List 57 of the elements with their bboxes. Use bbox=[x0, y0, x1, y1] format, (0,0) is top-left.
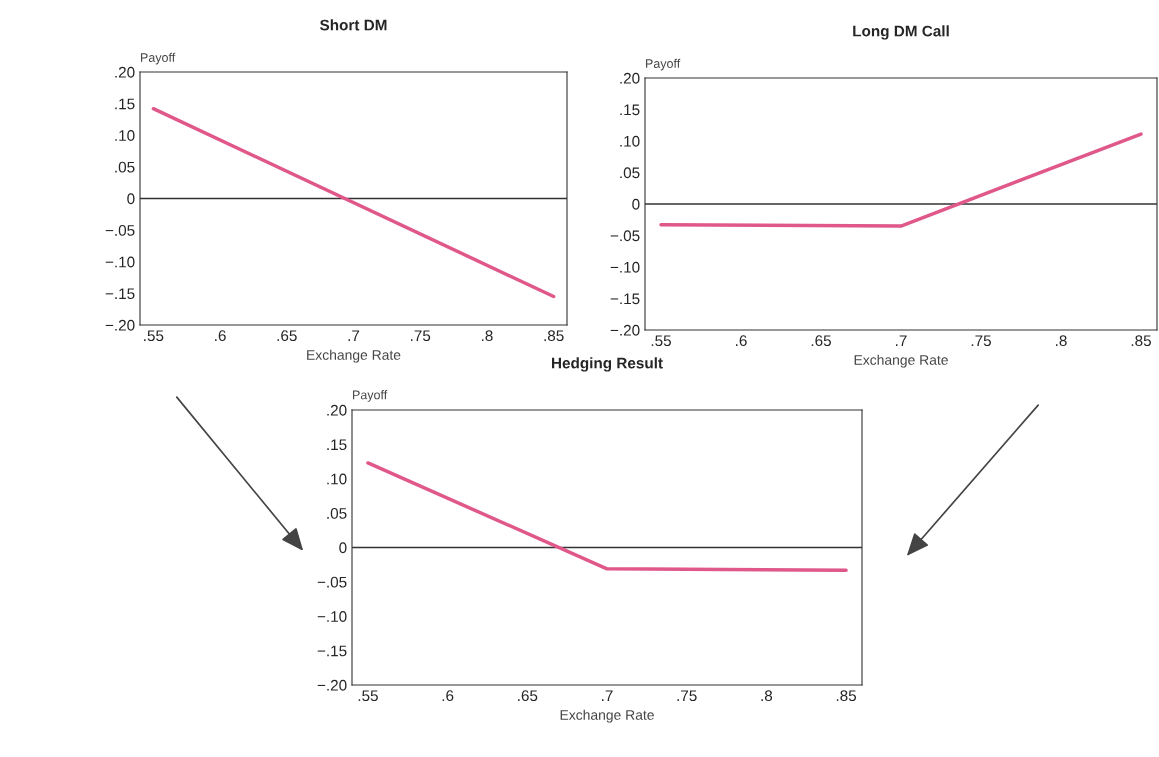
y-tick-label: .20 bbox=[327, 404, 347, 416]
x-axis-title: Exchange Rate bbox=[307, 349, 401, 363]
y-tick-label: −.10 bbox=[610, 261, 640, 273]
x-tick-label: .55 bbox=[358, 690, 378, 702]
x-tick-label: .7 bbox=[348, 330, 360, 341]
y-tick-label: −.15 bbox=[105, 288, 135, 300]
x-tick-label: .6 bbox=[442, 690, 454, 702]
y-tick-label: .05 bbox=[327, 507, 347, 519]
x-tick-label: .85 bbox=[836, 690, 857, 702]
y-tick-label: .05 bbox=[620, 167, 640, 179]
y-tick-label: .15 bbox=[620, 104, 640, 116]
y-tick-label: −.20 bbox=[610, 324, 640, 336]
chart-title: Hedging Result bbox=[552, 357, 663, 372]
x-tick-label: .55 bbox=[144, 330, 164, 342]
x-tick-label: .65 bbox=[811, 335, 831, 347]
x-tick-label: .8 bbox=[761, 690, 773, 702]
y-tick-label: −.20 bbox=[105, 319, 135, 331]
y-tick-label: .10 bbox=[327, 473, 347, 485]
x-tick-label: .7 bbox=[896, 335, 907, 346]
x-tick-label: .75 bbox=[677, 690, 697, 702]
y-tick-label: −.15 bbox=[317, 645, 347, 657]
x-tick-label: .8 bbox=[1056, 335, 1067, 347]
x-axis-title: Exchange Rate bbox=[560, 709, 654, 723]
chart-title: Short DM bbox=[319, 19, 387, 31]
y-axis-title: Payoff bbox=[141, 52, 176, 65]
x-tick-label: .75 bbox=[410, 330, 431, 342]
y-tick-label: .15 bbox=[327, 439, 347, 451]
y-tick-label: .15 bbox=[115, 98, 135, 110]
x-tick-label: .55 bbox=[651, 335, 671, 347]
y-tick-label: .20 bbox=[620, 72, 640, 84]
y-tick-label: 0 bbox=[632, 198, 640, 210]
x-tick-label: .6 bbox=[736, 335, 747, 347]
y-tick-label: .20 bbox=[115, 66, 135, 78]
y-tick-label: −.15 bbox=[610, 293, 640, 305]
chart-title: Long DM Call bbox=[853, 25, 949, 40]
x-tick-label: .75 bbox=[971, 335, 991, 347]
y-axis-title: Payoff bbox=[353, 390, 388, 402]
y-axis-title: Payoff bbox=[646, 58, 681, 71]
x-tick-label: .65 bbox=[518, 690, 538, 702]
x-tick-label: .6 bbox=[215, 330, 226, 342]
x-tick-label: .85 bbox=[1131, 335, 1151, 347]
y-tick-label: −.10 bbox=[317, 611, 347, 622]
x-tick-label: .65 bbox=[277, 330, 297, 342]
y-tick-label: −.20 bbox=[317, 679, 347, 691]
y-tick-label: 0 bbox=[127, 193, 135, 205]
x-tick-label: .8 bbox=[481, 330, 493, 342]
x-tick-label: .85 bbox=[544, 330, 564, 342]
y-tick-label: −.05 bbox=[317, 576, 347, 588]
y-tick-label: .10 bbox=[620, 135, 640, 147]
y-tick-label: .05 bbox=[115, 161, 135, 173]
y-tick-label: 0 bbox=[339, 542, 347, 554]
y-tick-label: −.05 bbox=[610, 230, 640, 242]
y-tick-label: −.10 bbox=[105, 256, 135, 268]
y-tick-label: .10 bbox=[115, 130, 135, 141]
x-axis-title: Exchange Rate bbox=[854, 354, 948, 368]
y-tick-label: −.05 bbox=[105, 224, 135, 236]
x-tick-label: .7 bbox=[602, 690, 613, 701]
